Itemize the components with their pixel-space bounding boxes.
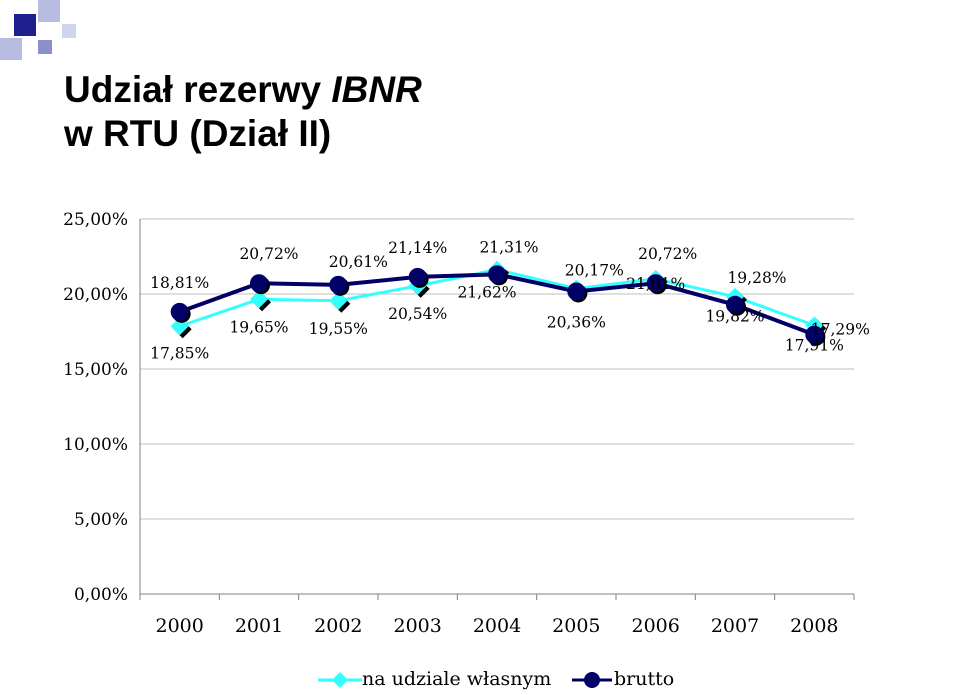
y-tick-label: 20,00% xyxy=(63,285,128,305)
x-tick-label: 2007 xyxy=(711,615,759,637)
legend-circle-marker xyxy=(572,672,612,688)
marker-gross xyxy=(408,267,427,286)
data-label-gross: 18,81% xyxy=(150,274,209,292)
slide-title: Udział rezerwy IBNR w RTU (Dział II) xyxy=(64,68,422,156)
marker-gross xyxy=(250,274,268,293)
data-label-net: 19,82% xyxy=(705,308,764,326)
data-label-net: 21,01% xyxy=(626,275,685,293)
data-label-net: 20,54% xyxy=(388,305,447,323)
data-labels: 17,85% 19,65% 19,55% 20,54% 21,62% 20,36% 21,0… xyxy=(150,238,870,362)
logo-square-mid xyxy=(38,40,52,54)
logo-square-light xyxy=(0,38,22,60)
data-label-net: 17,91% xyxy=(785,336,844,354)
y-tick-label: 15,00% xyxy=(63,360,128,380)
data-label-gross: 21,31% xyxy=(479,238,538,256)
x-tick-label: 2002 xyxy=(314,615,362,637)
data-label-gross: 19,28% xyxy=(727,269,786,287)
title-italic: IBNR xyxy=(331,69,422,110)
title-line-1: Udział rezerwy IBNR xyxy=(64,69,422,110)
data-label-net: 19,65% xyxy=(229,318,288,336)
data-label-gross: 20,17% xyxy=(565,261,624,279)
data-label-gross: 20,61% xyxy=(329,253,388,271)
marker-gross xyxy=(170,302,189,321)
legend-diamond-marker xyxy=(318,672,362,688)
y-tick-label: 0,00% xyxy=(74,585,128,605)
marker-gross xyxy=(329,275,348,294)
y-tick-label: 25,00% xyxy=(63,210,128,230)
marker-net xyxy=(329,291,348,310)
marker-gross xyxy=(488,265,506,284)
marker-gross xyxy=(805,325,824,344)
logo-square-light xyxy=(38,0,60,22)
y-tick-label: 5,00% xyxy=(74,510,128,530)
data-label-net: 21,62% xyxy=(457,284,516,302)
x-tick-label: 2000 xyxy=(155,615,203,637)
legend-label-net: na udziale własnym xyxy=(362,668,552,690)
marker-gross xyxy=(567,282,586,301)
y-tick-label: 10,00% xyxy=(63,435,128,455)
x-tick-label: 2008 xyxy=(790,615,838,637)
x-tick-label: 2003 xyxy=(393,615,441,637)
logo-square-dark xyxy=(14,14,36,36)
data-label-gross: 20,72% xyxy=(239,245,298,263)
data-label-net: 19,55% xyxy=(309,320,368,338)
data-label-gross: 20,72% xyxy=(638,245,697,263)
data-label-gross: 21,14% xyxy=(388,239,447,257)
marker-gross xyxy=(726,295,744,314)
data-label-net: 20,36% xyxy=(547,314,606,332)
logo-squares xyxy=(0,0,80,60)
logo-square-light xyxy=(62,24,76,38)
marker-net xyxy=(250,290,268,309)
series xyxy=(170,260,827,346)
data-label-net: 17,85% xyxy=(150,344,209,362)
x-tick-label: 2001 xyxy=(235,615,283,637)
title-line-2: w RTU (Dział II) xyxy=(64,113,332,154)
data-label-gross: 17,29% xyxy=(811,321,870,339)
x-tick-label: 2004 xyxy=(473,615,521,637)
legend-label-gross: brutto xyxy=(614,668,675,690)
x-tick-label: 2006 xyxy=(631,615,679,637)
marker-gross xyxy=(646,274,665,293)
axes: 0,00% 5,00% 10,00% 15,00% 20,00% 25,00% 2000 20… xyxy=(63,210,855,637)
x-tick-label: 2005 xyxy=(552,615,600,637)
